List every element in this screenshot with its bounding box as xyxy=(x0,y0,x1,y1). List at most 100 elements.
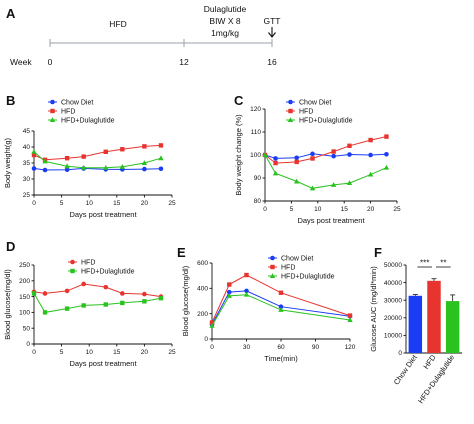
panel-c-series-chow-diet-point xyxy=(347,152,352,157)
panel-b-x-tick-label: 0 xyxy=(32,200,36,207)
panel-e-x-tick-label: 30 xyxy=(243,344,251,351)
panel-d-y-axis-title: Blood glucose(mg/dl) xyxy=(3,269,12,340)
panel-b-series-chow-diet-point xyxy=(42,167,48,173)
panel-c-legend-hfd-dulaglutide-swatch-marker xyxy=(287,117,294,122)
panel-d-series-hfd-dulaglutide-point xyxy=(31,291,37,296)
panel-b-series-hfd-dulaglutide-point xyxy=(80,165,87,170)
panel-e-legend-chow-diet-label: Chow Diet xyxy=(281,256,313,263)
panel-e-series-hfd-point xyxy=(347,313,353,318)
panel-d-series-hfd-point xyxy=(142,291,147,297)
panel-e-legend-hfd-dulaglutide-swatch-marker xyxy=(269,273,276,278)
panel-c-y-tick-label: 120 xyxy=(250,106,261,113)
panel-d-series-hfd-dulaglutide-point xyxy=(64,306,70,311)
panel-e-series-hfd-point xyxy=(278,290,284,295)
panel-b-series-hfd-dulaglutide-line xyxy=(33,151,162,169)
panel-c-series-hfd-point xyxy=(273,160,278,166)
panel-b-series-hfd-dulaglutide-point xyxy=(158,155,164,161)
panel-c-series-hfd-dulaglutide-point xyxy=(293,178,300,184)
panel-f-bar-chow-diet xyxy=(408,295,423,353)
week-tick-label-0: 0 xyxy=(48,57,53,67)
panel-f-y-tick-label: 20000 xyxy=(384,315,402,322)
panel-b-series-hfd-dulaglutide-point xyxy=(31,149,37,154)
panel-c-series-hfd-point xyxy=(384,134,389,139)
panel-e-y-tick-label: 200 xyxy=(197,311,208,318)
panel-e-x-axis-title: Time(min) xyxy=(264,354,298,363)
panel-b-y-tick-label: 30 xyxy=(23,176,31,183)
panel-d-x-tick-label: 10 xyxy=(86,349,94,356)
treatment-label-line-1: Dulaglutide xyxy=(204,4,247,14)
panel-b-series-hfd-dulaglutide-point xyxy=(42,158,48,164)
panel-f-y-tick-label: 30000 xyxy=(384,297,402,304)
panel-c-x-tick-label: 0 xyxy=(263,206,267,213)
panel-d-series-hfd-dulaglutide-point xyxy=(158,295,164,301)
panel-e-series-hfd-dulaglutide-point xyxy=(243,291,250,297)
panel-d-y-tick-label: 100 xyxy=(19,310,30,317)
panel-b-x-tick-label: 10 xyxy=(86,200,94,207)
panel-b-x-tick-label: 5 xyxy=(60,200,64,207)
panel-b-legend-hfd-label: HFD xyxy=(61,109,75,116)
panel-e-label: E xyxy=(177,245,186,260)
week-tick-label-12: 12 xyxy=(179,57,189,67)
panel-e-y-tick-label: 0 xyxy=(204,336,208,343)
panel-f-glucose-auc-chart: F 0 10000 20000 30000 40000 50000 Glucose AUC (… xyxy=(369,245,462,405)
panel-b-body-weight-chart: B 25 30 35 40 45 0 5 10 15 20 25 Days post treatment… xyxy=(3,93,176,219)
panel-f-label: F xyxy=(374,245,382,260)
panel-e-gtt-chart: E 0 200 400 600 0 30 60 90 120 Time(min) Blood gluc… xyxy=(177,245,356,363)
panel-c-series-chow-diet-point xyxy=(273,156,278,161)
panel-c-x-tick-label: 25 xyxy=(393,206,401,213)
panel-e-series-chow-diet-point xyxy=(244,288,249,294)
panel-c-legend-hfd-swatch-marker xyxy=(288,108,293,114)
panel-d-series-hfd-point xyxy=(64,288,70,294)
panel-d-series-hfd-point xyxy=(103,284,109,290)
panel-c-series-hfd-line xyxy=(264,136,387,164)
panel-b-series-hfd-point xyxy=(31,152,37,158)
panel-d-y-tick-label: 150 xyxy=(19,294,30,301)
panel-d-legend-hfd-label: HFD xyxy=(81,260,95,267)
treatment-label-line-3: 1mg/kg xyxy=(211,28,239,38)
panel-c-legend-hfd-label: HFD xyxy=(299,109,313,116)
panel-b-series-chow-diet-point xyxy=(142,166,147,172)
panel-d-legend-hfd-swatch-marker xyxy=(70,259,75,265)
panel-c-y-tick-label: 80 xyxy=(254,198,262,205)
panel-b-y-tick-label: 35 xyxy=(23,160,31,167)
panel-c-series-hfd-point xyxy=(368,137,373,143)
panel-c-weight-change-chart: C 80 90 100 110 120 0 5 10 15 20 25 Days post treatm… xyxy=(234,93,401,225)
panel-f-bar-hfd xyxy=(427,280,441,353)
panel-c-series-chow-diet-point xyxy=(384,152,389,157)
panel-d-series-hfd-point xyxy=(120,291,125,296)
panel-b-x-tick-label: 15 xyxy=(113,200,121,207)
panel-c-y-tick-label: 90 xyxy=(254,175,262,182)
panel-d-x-axis-title: Days post treatment xyxy=(69,359,137,368)
panel-e-legend-hfd-dulaglutide-label: HFD+Dulaglutide xyxy=(281,274,335,281)
panel-e-x-tick-label: 60 xyxy=(277,344,285,351)
panel-c-series-hfd-dulaglutide-line xyxy=(264,154,387,189)
panel-c-y-tick-label: 100 xyxy=(250,152,261,159)
panel-e-series-hfd-line xyxy=(211,274,351,323)
panel-b-series-hfd-dulaglutide-point xyxy=(119,164,126,169)
panel-c-series-chow-diet-point xyxy=(294,155,299,161)
panel-d-x-tick-label: 5 xyxy=(60,349,64,356)
panel-b-legend-chow-diet-label: Chow Diet xyxy=(61,100,93,107)
panel-d-y-tick-label: 200 xyxy=(19,278,30,285)
panel-b-x-axis-title: Days post treatment xyxy=(69,210,137,219)
panel-b-y-axis-title: Body weight(g) xyxy=(3,137,12,188)
panel-f-x-tick-label: HFD+Dulaglutide xyxy=(416,353,456,405)
panel-d-y-tick-label: 50 xyxy=(23,325,31,332)
panel-e-legend-hfd-swatch-marker xyxy=(270,264,275,270)
panel-f-y-tick-label: 0 xyxy=(398,350,402,357)
panel-b-series-hfd-line xyxy=(33,144,162,161)
panel-b-series-hfd-point xyxy=(64,156,70,161)
panel-c-series-hfd-point xyxy=(310,156,315,161)
panel-f-x-tick-label: Chow Diet xyxy=(392,352,420,386)
panel-d-series-hfd-point xyxy=(81,281,86,287)
panel-c-legend-chow-diet-swatch-marker xyxy=(288,99,293,105)
panel-d-series-hfd-dulaglutide-point xyxy=(142,299,147,304)
panel-e-x-tick-label: 0 xyxy=(210,344,214,351)
panel-e-series-chow-diet-point xyxy=(226,289,232,295)
panel-e-series-hfd-dulaglutide-point xyxy=(226,293,232,298)
panel-f-y-tick-label: 10000 xyxy=(384,333,402,340)
panel-b-legend-hfd-dulaglutide-swatch-marker xyxy=(49,117,56,122)
panel-e-y-tick-label: 400 xyxy=(197,286,208,293)
panel-e-legend-hfd-label: HFD xyxy=(281,265,295,272)
